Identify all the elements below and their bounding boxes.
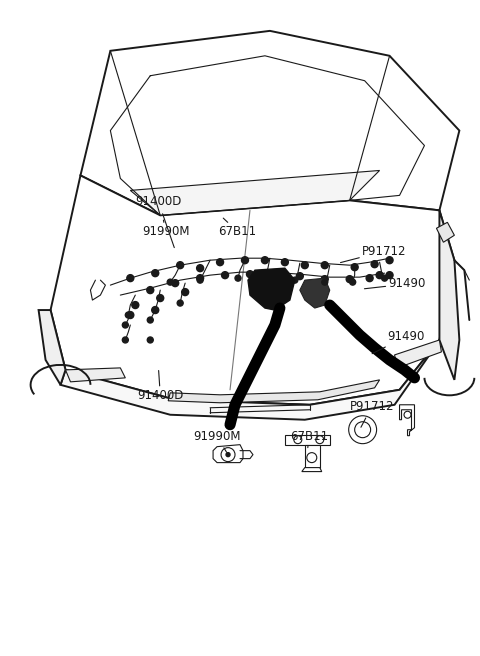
Polygon shape [285,435,330,445]
Circle shape [262,256,268,264]
Circle shape [197,275,204,281]
Text: P91712: P91712 [350,400,394,427]
Circle shape [366,275,373,281]
Polygon shape [439,211,459,380]
Polygon shape [302,468,322,472]
Circle shape [371,260,378,268]
Circle shape [152,270,159,277]
Polygon shape [60,340,439,420]
Circle shape [241,256,249,264]
Circle shape [177,300,183,306]
Circle shape [262,275,268,281]
Circle shape [152,306,159,314]
Circle shape [122,322,128,328]
Polygon shape [65,368,125,382]
Polygon shape [130,171,380,215]
Circle shape [125,312,132,318]
Circle shape [157,295,164,302]
Circle shape [321,276,328,283]
Circle shape [350,279,356,285]
Polygon shape [300,278,330,308]
Circle shape [301,262,308,269]
Circle shape [177,262,184,269]
Circle shape [152,307,158,313]
Text: 91990M: 91990M [142,220,190,238]
Circle shape [197,277,203,283]
Text: P91712: P91712 [340,245,407,262]
Circle shape [172,279,179,287]
Polygon shape [399,405,415,436]
Text: 91990M: 91990M [193,430,240,452]
Text: 91490: 91490 [364,277,426,291]
Circle shape [271,271,278,277]
Circle shape [147,317,153,323]
Circle shape [296,273,303,279]
Text: 67B11: 67B11 [218,218,257,238]
Circle shape [292,277,298,283]
Polygon shape [305,445,320,468]
Circle shape [226,453,230,457]
Circle shape [322,279,328,285]
Circle shape [132,302,139,308]
Polygon shape [436,222,455,242]
Circle shape [181,289,189,296]
Circle shape [147,287,154,294]
Text: 91490: 91490 [372,330,425,354]
Circle shape [222,272,228,279]
Circle shape [235,275,241,281]
Circle shape [351,264,358,271]
Polygon shape [248,268,295,310]
Circle shape [386,256,393,264]
Text: 91400D: 91400D [137,371,183,401]
Circle shape [386,272,393,279]
Circle shape [197,264,204,272]
Text: 67B11: 67B11 [290,430,328,447]
Circle shape [346,276,353,283]
Circle shape [376,272,383,279]
Circle shape [382,275,387,281]
Circle shape [321,262,328,269]
Polygon shape [168,380,380,403]
Circle shape [127,275,134,281]
Circle shape [127,312,134,319]
Polygon shape [38,310,65,385]
Circle shape [216,258,224,266]
Polygon shape [395,340,442,368]
Circle shape [167,279,173,285]
Circle shape [281,258,288,266]
Circle shape [247,271,253,277]
Polygon shape [81,31,459,215]
Circle shape [147,337,153,343]
Polygon shape [50,175,455,405]
Circle shape [122,337,128,343]
Polygon shape [213,445,243,462]
Text: 91400D: 91400D [135,195,181,247]
